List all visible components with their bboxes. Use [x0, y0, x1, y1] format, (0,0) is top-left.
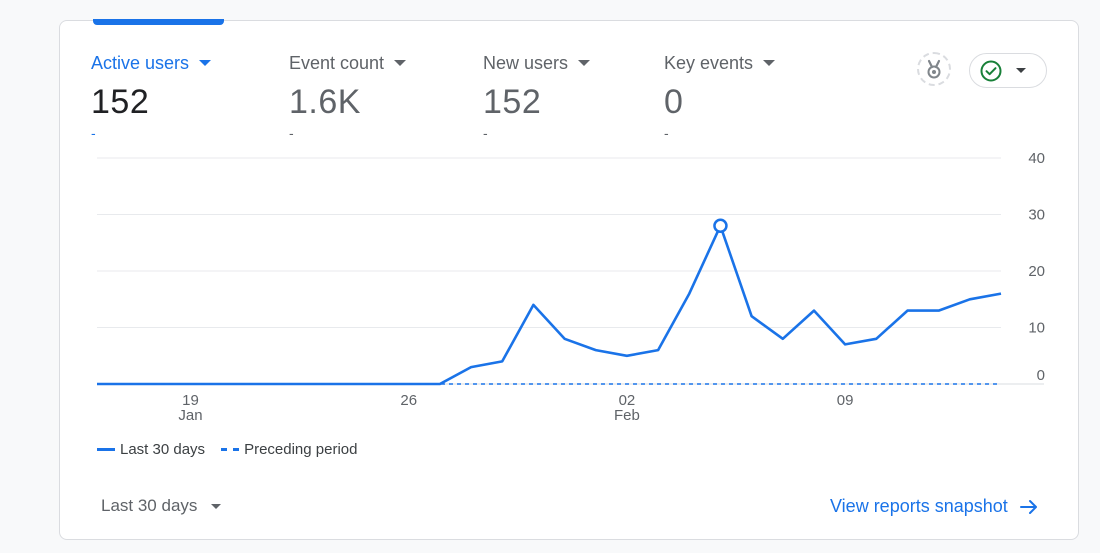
chevron-down-icon	[1016, 68, 1026, 73]
metric-label-row[interactable]: Active users	[91, 50, 212, 76]
legend-item-current[interactable]: Last 30 days	[97, 441, 205, 458]
view-link-label: View reports snapshot	[830, 496, 1008, 516]
metric-label-row[interactable]: Key events	[664, 50, 776, 76]
metric-label: New users	[483, 52, 569, 73]
caret-down-icon[interactable]	[394, 60, 407, 66]
metric-label: Active users	[91, 52, 190, 73]
y-tick-label: 20	[1028, 263, 1045, 280]
legend-label: Preceding period	[244, 441, 358, 458]
metric-key-events[interactable]: Key events 0 -	[664, 50, 776, 141]
metric-value: 0	[664, 83, 684, 121]
y-tick-label: 10	[1028, 320, 1045, 337]
summary-card	[59, 20, 1079, 540]
metric-value: 152	[91, 83, 150, 121]
metric-label: Event count	[289, 52, 385, 73]
y-tick-label: 0	[1037, 367, 1045, 384]
legend-swatch-dashed	[221, 448, 240, 451]
y-tick-label: 30	[1028, 207, 1045, 224]
x-tick-label: 19	[182, 392, 199, 409]
metric-delta: -	[289, 125, 294, 141]
legend-swatch-solid	[97, 448, 115, 451]
metric-label-row[interactable]: Event count	[289, 50, 407, 76]
caret-down-icon[interactable]	[199, 60, 212, 66]
x-tick-month-label: Jan	[178, 407, 202, 424]
metric-value: 152	[483, 83, 542, 121]
caret-down-icon[interactable]	[578, 60, 591, 66]
x-tick-month-label: Feb	[614, 407, 640, 424]
highlight-point	[713, 218, 728, 234]
active-tab-indicator	[93, 19, 224, 25]
chart-legend: Last 30 days Preceding period	[97, 441, 373, 458]
date-range-label: Last 30 days	[101, 496, 198, 515]
series-line-current	[97, 224, 1002, 386]
y-tick-label: 40	[1028, 150, 1045, 167]
metric-active-users[interactable]: Active users 152 -	[91, 50, 212, 141]
arrow-right-icon	[1019, 499, 1037, 514]
check-circle-icon	[980, 60, 1002, 81]
caret-down-icon[interactable]	[763, 60, 776, 66]
view-reports-snapshot-link[interactable]: View reports snapshot	[830, 496, 1038, 517]
legend-label: Last 30 days	[120, 441, 206, 458]
metric-value: 1.6K	[289, 83, 361, 121]
metric-label-row[interactable]: New users	[483, 50, 591, 76]
metric-delta: -	[483, 125, 488, 141]
metric-delta: -	[91, 125, 96, 141]
metric-delta: -	[664, 125, 669, 141]
date-range-dropdown[interactable]: Last 30 days	[101, 496, 222, 516]
status-dropdown-button[interactable]	[969, 53, 1047, 88]
x-tick-label: 09	[837, 392, 854, 409]
metric-new-users[interactable]: New users 152 -	[483, 50, 591, 141]
x-tick-label: 26	[400, 392, 417, 409]
x-tick-label: 02	[619, 392, 636, 409]
metric-label: Key events	[664, 52, 754, 73]
metric-event-count[interactable]: Event count 1.6K -	[289, 50, 407, 141]
chevron-down-icon	[211, 503, 222, 509]
insights-badge-icon[interactable]	[917, 52, 951, 86]
legend-item-preceding[interactable]: Preceding period	[221, 441, 357, 458]
